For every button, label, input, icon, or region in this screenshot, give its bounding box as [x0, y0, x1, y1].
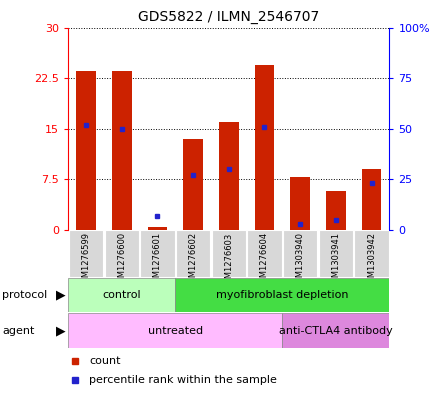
Text: ▶: ▶ [55, 288, 65, 302]
Text: GSM1276599: GSM1276599 [81, 232, 91, 288]
Bar [255, 64, 274, 230]
Text: anti-CTLA4 antibody: anti-CTLA4 antibody [279, 325, 393, 336]
Text: ▶: ▶ [55, 324, 65, 337]
Bar [283, 230, 317, 277]
Text: GSM1276600: GSM1276600 [117, 232, 126, 288]
Bar [290, 177, 310, 230]
Bar [68, 313, 282, 348]
Text: GSM1303940: GSM1303940 [296, 232, 304, 288]
Bar [69, 230, 103, 277]
Text: untreated: untreated [148, 325, 203, 336]
Text: GSM1303942: GSM1303942 [367, 232, 376, 288]
Bar [68, 278, 175, 312]
Title: GDS5822 / ILMN_2546707: GDS5822 / ILMN_2546707 [138, 10, 319, 24]
Bar [147, 226, 167, 230]
Text: control: control [103, 290, 141, 300]
Bar [326, 191, 346, 230]
Text: GSM1276604: GSM1276604 [260, 232, 269, 288]
Bar [362, 169, 381, 230]
Text: GSM1303941: GSM1303941 [331, 232, 341, 288]
Bar [176, 230, 210, 277]
Bar [112, 71, 132, 230]
Bar [282, 313, 389, 348]
Text: agent: agent [2, 325, 35, 336]
Text: GSM1276603: GSM1276603 [224, 232, 233, 288]
Bar [319, 230, 353, 277]
Bar [140, 230, 175, 277]
Text: GSM1276602: GSM1276602 [189, 232, 198, 288]
Bar [212, 230, 246, 277]
Text: percentile rank within the sample: percentile rank within the sample [89, 375, 277, 386]
Text: GSM1276601: GSM1276601 [153, 232, 162, 288]
Text: protocol: protocol [2, 290, 48, 300]
Text: count: count [89, 356, 121, 366]
Bar [105, 230, 139, 277]
Bar [219, 122, 238, 230]
Bar [247, 230, 282, 277]
Text: myofibroblast depletion: myofibroblast depletion [216, 290, 348, 300]
Bar [355, 230, 389, 277]
Bar [76, 72, 96, 230]
Bar [175, 278, 389, 312]
Bar [183, 139, 203, 230]
